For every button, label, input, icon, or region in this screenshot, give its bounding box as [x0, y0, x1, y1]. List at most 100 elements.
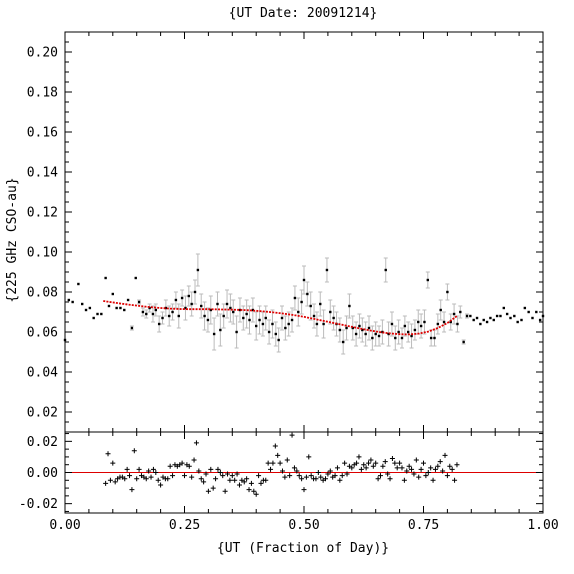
residual-point [375, 476, 381, 482]
residual-point [394, 465, 400, 471]
data-point [516, 320, 519, 324]
data-point [417, 320, 420, 324]
residual-point [444, 473, 450, 479]
data-point [130, 326, 134, 330]
residual-point [270, 460, 276, 466]
residual-point [186, 463, 192, 469]
data-point [290, 318, 294, 322]
residual-point [411, 471, 417, 477]
residual-point [377, 473, 383, 479]
x-tick-label: 0.00 [49, 518, 80, 533]
residual-point [217, 470, 223, 475]
residual-point [356, 454, 362, 460]
data-point [115, 306, 118, 310]
residual-point [210, 485, 216, 491]
data-point [354, 332, 358, 336]
data-point [264, 316, 267, 320]
residual-point [387, 476, 393, 482]
data-point [271, 322, 274, 326]
data-point [77, 282, 80, 286]
data-point [505, 312, 509, 316]
data-point [164, 306, 168, 310]
data-point [351, 326, 354, 330]
residual-point [339, 473, 345, 479]
data-point [232, 310, 235, 314]
data-point [390, 322, 394, 326]
data-point [452, 312, 456, 316]
residual-point [437, 459, 443, 465]
residual-point [428, 465, 434, 471]
residual-point [289, 432, 295, 438]
residual-point [401, 477, 407, 483]
residual-point [406, 463, 412, 469]
residual-point [232, 477, 238, 483]
residual-point [201, 479, 207, 485]
residual-point [196, 468, 202, 474]
residual-point [122, 476, 128, 482]
residual-point [253, 491, 259, 497]
residual-point [103, 480, 109, 486]
residual-point [191, 457, 197, 463]
residual-point [425, 470, 431, 475]
data-point [212, 332, 216, 336]
x-tick-label: 0.75 [408, 518, 439, 533]
residual-point [373, 460, 379, 466]
y-tick-label: 0.02 [27, 406, 58, 421]
residual-point [208, 466, 214, 472]
residual-point [308, 473, 314, 479]
data-point [312, 314, 316, 318]
y-tick-label: 0.18 [27, 86, 58, 101]
data-point [338, 328, 342, 332]
data-point [538, 318, 542, 322]
residual-point [258, 480, 264, 486]
residual-point [442, 452, 448, 458]
y-tick-label: 0.02 [27, 435, 58, 450]
data-point [489, 316, 492, 320]
data-point [261, 322, 265, 326]
residual-point [301, 487, 307, 493]
top-axis-ticks [64, 31, 544, 433]
data-point [107, 304, 111, 308]
x-tick-labels: 0.00 0.25 0.50 0.75 1.00 [49, 518, 558, 533]
residual-point [363, 465, 369, 471]
data-point [300, 300, 303, 304]
residual-point [399, 465, 405, 471]
data-point [225, 302, 229, 306]
residual-point [205, 488, 211, 494]
data-point [255, 324, 258, 328]
data-point [345, 326, 348, 330]
residual-point [244, 476, 250, 482]
fit-curve [103, 300, 458, 336]
residual-point [380, 463, 386, 469]
y-tick-label: 0.20 [27, 46, 58, 61]
residual-point [107, 477, 113, 483]
data-point [141, 310, 145, 314]
residual-points [103, 432, 460, 497]
data-point [100, 312, 103, 316]
data-point [436, 322, 440, 326]
residual-point [382, 459, 388, 465]
residual-point [165, 476, 171, 482]
residual-point [423, 473, 429, 479]
data-point [126, 298, 130, 302]
data-point [209, 308, 212, 312]
data-point [394, 336, 397, 340]
residual-point [368, 457, 374, 463]
data-point [137, 300, 141, 304]
y-tick-label: 0.06 [27, 326, 58, 341]
data-point [325, 268, 329, 272]
y-tick-label: 0.00 [27, 466, 58, 481]
residual-point [193, 440, 199, 446]
residual-point [155, 477, 161, 483]
residual-point [234, 471, 240, 477]
data-point [187, 294, 191, 298]
residual-point [325, 471, 331, 477]
data-point [258, 318, 261, 322]
x-tick-label: 0.50 [288, 518, 319, 533]
residual-point [279, 468, 285, 474]
data-point [492, 318, 495, 322]
data-point [216, 302, 219, 306]
data-point [341, 340, 345, 344]
residual-point [370, 463, 376, 469]
data-point [426, 278, 430, 282]
